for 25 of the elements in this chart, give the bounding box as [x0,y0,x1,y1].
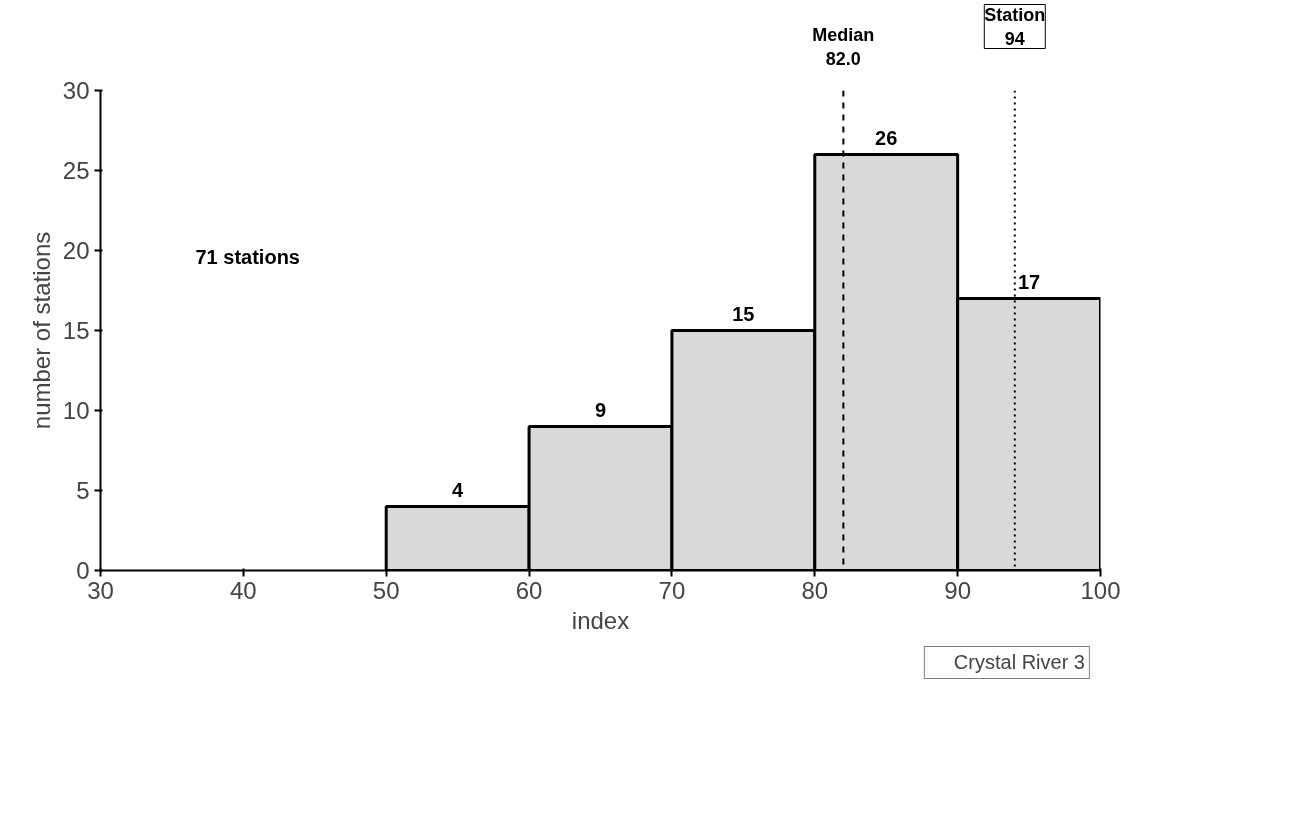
ref-line-label: Median 82.0 [812,24,875,69]
text: Crystal River 3 [953,651,1085,674]
x-axis-title: index [571,606,630,634]
y-axis-title: number of stations [27,231,55,430]
x-tick-label: 70 [658,576,686,604]
data-label: 15 [732,302,755,325]
x-tick-label: 100 [1080,576,1121,604]
x-tick-label: 60 [515,576,543,604]
data-label: 4 [452,478,465,501]
x-tick-label: 90 [944,576,971,604]
x-tick-label: 40 [230,576,257,604]
y-tick-label: 20 [62,237,90,264]
x-tick-label: 80 [801,576,829,604]
y-tick-label: 5 [76,477,90,504]
x-tick-label: 50 [372,576,400,604]
y-tick-label: 30 [62,77,90,104]
y-tick-label: 10 [62,397,90,424]
data-label: 17 [1017,270,1041,293]
data-label: 9 [594,398,607,421]
y-tick-label: 0 [76,557,90,584]
data-label: 26 [875,126,898,149]
ref-line-label: Station 94 [984,4,1046,49]
y-tick-label: 25 [62,157,90,184]
y-tick-label: 15 [62,317,90,344]
annotation: 71 stations [195,246,300,269]
